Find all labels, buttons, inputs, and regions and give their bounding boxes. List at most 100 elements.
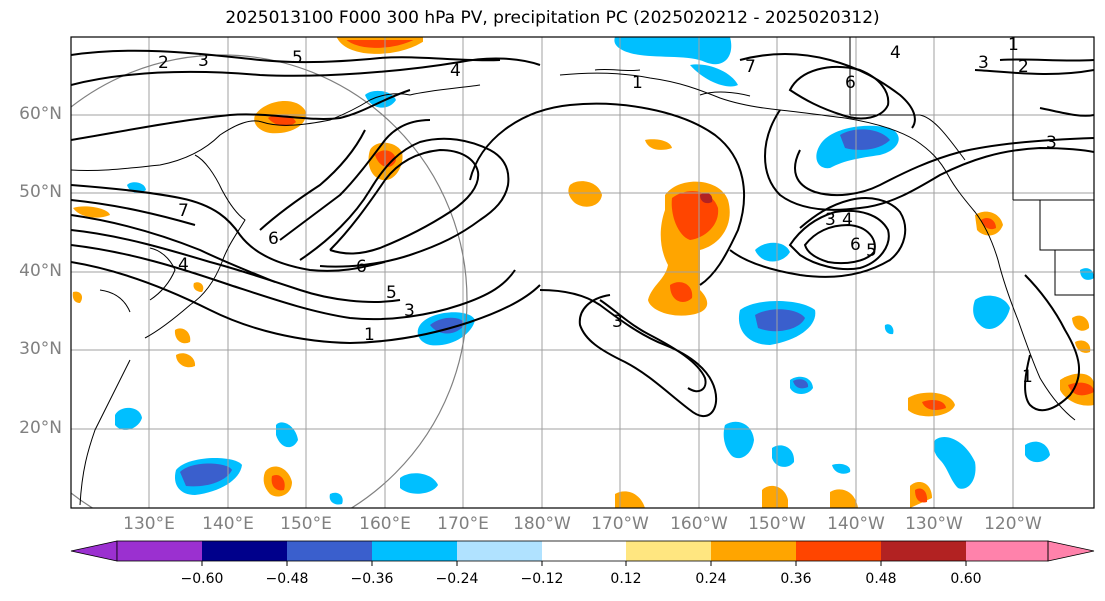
precip-positive <box>271 474 285 491</box>
lat-label-40n: 40°N <box>19 261 62 281</box>
colorbar-tick-label: −0.60 <box>180 571 224 587</box>
colorbar-segment <box>287 541 372 561</box>
precip-negative <box>793 379 809 389</box>
lon-label: 120°W <box>984 514 1042 534</box>
map-frame <box>70 36 1095 509</box>
lon-label: 150°E <box>280 514 332 534</box>
colorbar-segment <box>542 541 626 561</box>
lat-label-30n: 30°N <box>19 339 62 359</box>
contour-label: 4 <box>842 210 853 230</box>
colorbar-segment <box>626 541 711 561</box>
precip-negative <box>1080 268 1094 280</box>
contour-label: 3 <box>825 210 836 230</box>
contour-label: 1 <box>1008 35 1019 55</box>
colorbar-tick-label: −0.24 <box>435 571 479 587</box>
precip-positive <box>671 191 719 240</box>
map-title: 2025013100 F000 300 hPa PV, precipitatio… <box>225 8 880 28</box>
lon-label: 140°W <box>827 514 885 534</box>
precip-negative <box>772 445 795 467</box>
lat-label-20n: 20°N <box>19 418 62 438</box>
precip-negative <box>1025 441 1050 463</box>
contour-label: 3 <box>1046 133 1057 153</box>
precip-negative <box>832 463 851 474</box>
graticule <box>71 37 1094 508</box>
contour-label: 1 <box>632 73 643 93</box>
precip-negative <box>840 129 890 150</box>
colorbar-segment <box>796 541 881 561</box>
colorbar-tick-label: 0.12 <box>610 571 642 587</box>
contour-label: 4 <box>450 61 461 81</box>
contour-label: 7 <box>178 201 189 221</box>
lon-label: 160°W <box>670 514 728 534</box>
colorbar-outline <box>116 540 1049 562</box>
contour-label: 6 <box>268 229 279 249</box>
contour-label: 2 <box>1018 57 1029 77</box>
pv-contours <box>71 49 1094 418</box>
lon-label: 180°W <box>513 514 571 534</box>
contour-label: 1 <box>1022 367 1033 387</box>
boundaries <box>849 37 1094 296</box>
colorbar-ticks <box>201 561 967 566</box>
contour-label: 3 <box>404 301 415 321</box>
colorbar-segment <box>372 541 457 561</box>
precip-positive <box>670 282 693 302</box>
precip-positive <box>73 206 110 218</box>
colorbar-tick-label: 0.60 <box>950 571 982 587</box>
contour-label: 4 <box>178 255 189 275</box>
colorbar-min-extension <box>70 540 118 562</box>
precip-negative <box>400 473 438 494</box>
colorbar-segment <box>966 541 1048 561</box>
colorbar-tick-label: −0.12 <box>520 571 564 587</box>
precip-positive <box>193 282 204 292</box>
precip-positive <box>700 192 713 204</box>
contour-label: 6 <box>850 235 861 255</box>
contour-label: 3 <box>612 312 623 332</box>
contour-label: 6 <box>356 257 367 277</box>
precip-negative <box>690 64 738 87</box>
lon-label: 150°W <box>748 514 806 534</box>
lon-label: 170°E <box>437 514 489 534</box>
map-plot-area: 2 3 5 4 1 7 6 5 3 1 3 6 4 3 4 6 5 1 2 3 … <box>71 35 1094 508</box>
precip-positive <box>1072 315 1090 331</box>
lon-label: 140°E <box>202 514 254 534</box>
precip-shading <box>72 37 1094 508</box>
colorbar-tick-label: 0.48 <box>865 571 897 587</box>
precip-negative <box>933 436 976 489</box>
colorbar-segment <box>202 541 287 561</box>
colorbar-tick-label: 0.36 <box>780 571 812 587</box>
colorbar-tick-label: 0.24 <box>695 571 727 587</box>
precip-negative <box>755 242 790 262</box>
precip-positive <box>72 291 83 303</box>
colorbar-segment <box>117 541 202 561</box>
precip-positive <box>176 353 196 368</box>
precip-positive <box>615 491 645 508</box>
lon-label: 170°W <box>591 514 649 534</box>
precip-negative <box>755 309 805 332</box>
contour-label: 6 <box>845 73 856 93</box>
precip-positive <box>336 37 423 54</box>
precip-positive <box>981 217 996 230</box>
lon-label: 130°W <box>905 514 963 534</box>
precip-negative <box>329 492 343 505</box>
precip-positive <box>830 489 858 508</box>
colorbar-segment <box>457 541 542 561</box>
contour-label: 5 <box>292 48 303 68</box>
precip-negative <box>115 407 142 430</box>
contour-label: 3 <box>978 53 989 73</box>
lat-label-60n: 60°N <box>19 104 62 124</box>
coastlines <box>71 68 1076 506</box>
contour-label: 2 <box>158 53 169 73</box>
precip-positive <box>762 485 788 508</box>
precip-negative <box>614 37 732 65</box>
precip-negative <box>365 90 396 108</box>
precip-negative <box>180 463 232 487</box>
colorbar <box>70 540 1095 566</box>
contour-label: 1 <box>364 325 375 345</box>
colorbar-tick-label: −0.48 <box>265 571 309 587</box>
lat-label-50n: 50°N <box>19 182 62 202</box>
precip-positive <box>174 328 191 344</box>
contour-label: 4 <box>890 43 901 63</box>
precip-negative <box>276 422 298 448</box>
precip-positive <box>568 181 602 207</box>
